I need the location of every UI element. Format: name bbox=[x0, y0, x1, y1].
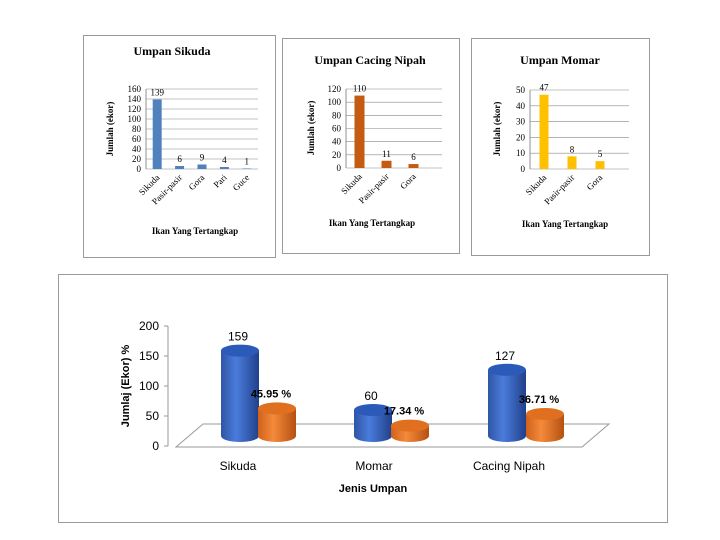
chart2-ytick-label: 50 bbox=[516, 85, 526, 95]
chart0-data-label-gora: 9 bbox=[200, 153, 205, 163]
chart2-ytick-label: 30 bbox=[516, 117, 526, 127]
chart2-ytick-label: 10 bbox=[516, 148, 526, 158]
chart0-xtick-pari: Pari bbox=[211, 172, 229, 190]
chart3-xtick-sikuda: Sikuda bbox=[220, 459, 257, 473]
chart0-ytick-label: 80 bbox=[132, 124, 142, 134]
chart-panel-sikuda bbox=[83, 35, 276, 258]
chart1-ytick-label: 80 bbox=[332, 110, 342, 120]
chart2-bar-sikuda bbox=[539, 94, 549, 169]
chart-panel-momar bbox=[471, 38, 650, 256]
chart0-ytick-label: 160 bbox=[128, 84, 142, 94]
chart3-bar-sikuda-percent-body bbox=[258, 408, 296, 442]
chart0-xtick-guce: Guce bbox=[231, 172, 252, 193]
chart3-data-label-sikuda-percent: 45.95 % bbox=[251, 388, 292, 400]
chart3-xtick-momar: Momar bbox=[355, 459, 392, 473]
chart1-bar-sikuda bbox=[354, 95, 365, 168]
chart0-xtick-gora: Gora bbox=[187, 172, 207, 192]
chart1-data-label-gora: 6 bbox=[411, 152, 416, 162]
chart3-ytick-label: 150 bbox=[139, 349, 159, 363]
chart1-xtick-sikuda: Sikuda bbox=[339, 171, 364, 196]
chart0-ylabel: Jumlah (ekor) bbox=[105, 102, 115, 157]
chart0-title: Umpan Sikuda bbox=[133, 44, 210, 58]
chart3-data-label-sikuda-count: 159 bbox=[228, 330, 248, 344]
chart-panel-cacing-nipah bbox=[282, 38, 460, 254]
chart2-data-label-sikuda: 47 bbox=[540, 83, 550, 93]
chart3-bar-cacing-nipah-count-body bbox=[488, 369, 526, 442]
chart3-bar-cacing-nipah-count-top bbox=[488, 363, 526, 376]
chart0-ytick-label: 140 bbox=[128, 94, 142, 104]
chart0-bar-gora bbox=[197, 164, 207, 169]
chart2-title: Umpan Momar bbox=[520, 53, 600, 67]
chart3-data-label-cacing-nipah-count: 127 bbox=[495, 349, 515, 363]
chart1-title: Umpan Cacing Nipah bbox=[314, 53, 426, 67]
chart2-ytick-label: 0 bbox=[521, 164, 526, 174]
chart1-ylabel: Jumlah (ekor) bbox=[306, 101, 316, 156]
chart3-ytick-label: 100 bbox=[139, 379, 159, 393]
chart2-ytick-label: 20 bbox=[516, 132, 526, 142]
chart3-bar-momar-count-body bbox=[354, 410, 392, 442]
chart1-ytick-label: 20 bbox=[332, 150, 342, 160]
chart1-ytick-label: 120 bbox=[328, 84, 342, 94]
chart0-ytick-label: 0 bbox=[137, 164, 142, 174]
chart2-bar-gora bbox=[595, 161, 605, 169]
chart1-bar-gora bbox=[408, 164, 419, 168]
chart2-ytick-label: 40 bbox=[516, 101, 526, 111]
chart0-bar-pari bbox=[219, 167, 229, 169]
chart2-data-label-gora: 5 bbox=[598, 149, 603, 159]
chart0-ytick-label: 60 bbox=[132, 134, 142, 144]
chart2-xtick-pasir-pasir: Pasir-pasir bbox=[542, 172, 576, 206]
chart1-ytick-label: 60 bbox=[332, 124, 342, 134]
chart-panel-summary bbox=[58, 274, 668, 523]
chart3-ytick-label: 0 bbox=[152, 439, 159, 453]
chart3-xlabel: Jenis Umpan bbox=[339, 483, 408, 495]
chart3-xtick-cacing-nipah: Cacing Nipah bbox=[473, 459, 545, 473]
chart2-xlabel: Ikan Yang Tertangkap bbox=[522, 219, 608, 229]
chart1-xtick-gora: Gora bbox=[398, 171, 418, 191]
chart0-ytick-label: 100 bbox=[128, 114, 142, 124]
chart3-data-label-momar-count: 60 bbox=[364, 389, 378, 403]
chart1-data-label-sikuda: 110 bbox=[353, 84, 367, 94]
chart3-bar-sikuda-count-body bbox=[221, 350, 259, 442]
chart0-data-label-guce: 1 bbox=[245, 157, 250, 167]
chart3-bar-cacing-nipah-percent-body bbox=[526, 413, 564, 442]
chart3-data-label-momar-percent: 17.34 % bbox=[384, 406, 425, 418]
chart0-ytick-label: 40 bbox=[132, 144, 142, 154]
chart1-ytick-label: 100 bbox=[328, 97, 342, 107]
chart1-xlabel: Ikan Yang Tertangkap bbox=[329, 218, 415, 228]
chart3-bar-sikuda-count-top bbox=[221, 344, 259, 357]
chart0-data-label-pari: 4 bbox=[222, 155, 227, 165]
chart3-data-label-cacing-nipah-percent: 36.71 % bbox=[519, 394, 560, 406]
chart0-bar-guce bbox=[242, 168, 252, 169]
chart3-bar-momar-count-top bbox=[354, 404, 392, 416]
chart0-data-label-pasir-pasir: 6 bbox=[177, 154, 182, 164]
chart2-ylabel: Jumlah (ekor) bbox=[492, 102, 502, 157]
chart2-xtick-sikuda: Sikuda bbox=[524, 172, 549, 197]
chart3-ytick-label: 50 bbox=[146, 409, 160, 423]
chart1-data-label-pasir-pasir: 11 bbox=[382, 149, 391, 159]
chart0-bar-pasir-pasir bbox=[175, 166, 185, 169]
chart2-bar-pasir-pasir bbox=[567, 156, 577, 169]
chart3-bar-sikuda-percent-top bbox=[258, 402, 296, 415]
chart0-data-label-sikuda: 139 bbox=[150, 88, 164, 98]
chart0-ytick-label: 120 bbox=[128, 104, 142, 114]
chart3-bar-cacing-nipah-percent-top bbox=[526, 407, 564, 420]
chart2-data-label-pasir-pasir: 8 bbox=[570, 144, 575, 154]
chart1-ytick-label: 0 bbox=[337, 163, 342, 173]
chart2-xtick-gora: Gora bbox=[585, 172, 605, 192]
chart0-ytick-label: 20 bbox=[132, 154, 142, 164]
chart3-ylabel: Jumlaj (Ekor) % bbox=[120, 345, 132, 428]
chart0-bar-sikuda bbox=[152, 99, 162, 169]
chart1-ytick-label: 40 bbox=[332, 137, 342, 147]
chart3-bar-momar-percent-top bbox=[391, 419, 429, 432]
chart0-xlabel: Ikan Yang Tertangkap bbox=[152, 226, 238, 236]
chart1-bar-pasir-pasir bbox=[381, 160, 392, 168]
chart3-ytick-label: 200 bbox=[139, 319, 159, 333]
